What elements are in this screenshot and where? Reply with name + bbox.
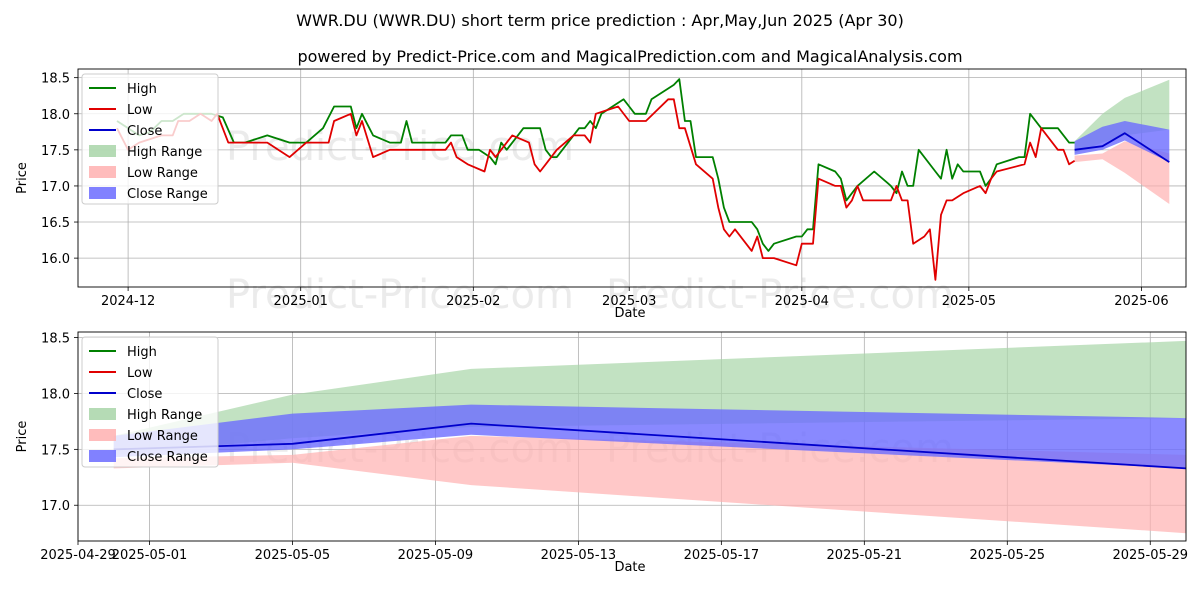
x-tick-label: 2025-04-29 <box>40 548 116 563</box>
legend-close-label: Close <box>127 387 162 402</box>
axes-frame <box>77 331 1187 542</box>
x-tick-label: 2025-05-13 <box>541 548 617 563</box>
chart-title: WWR.DU (WWR.DU) short term price predict… <box>296 11 904 30</box>
x-tick-label: 2025-05-25 <box>970 548 1046 563</box>
x-tick-label: 2025-05-05 <box>255 548 331 563</box>
x-tick-label: 2025-04 <box>775 294 829 309</box>
bottom-panel: Predict-Price.comPredict-Price.com2025-0… <box>15 331 1188 575</box>
legend-low-label: Low <box>127 103 153 118</box>
x-tick-label: 2025-02 <box>446 294 500 309</box>
legend-high-range-label: High Range <box>127 408 202 423</box>
x-tick-label: 2025-05-01 <box>112 548 188 563</box>
legend: High Low Close High Range Low Range Close Ran… <box>81 336 219 468</box>
y-axis-label: Price <box>15 421 30 453</box>
y-tick-label: 18.0 <box>41 387 70 402</box>
legend-low-range-swatch <box>89 429 116 441</box>
legend-high-range-swatch <box>89 145 116 157</box>
x-tick-label: 2025-05-21 <box>827 548 903 563</box>
legend-high-label: High <box>127 345 157 360</box>
x-gridlines <box>78 69 1186 287</box>
x-tick-label: 2025-05-29 <box>1112 548 1188 563</box>
y-tick-label: 17.0 <box>41 180 70 195</box>
high-series-line <box>116 78 1075 252</box>
y-tick-label: 18.0 <box>41 108 70 123</box>
chart-subtitle: powered by Predict-Price.com and Magical… <box>297 47 962 66</box>
legend-close-range-label: Close Range <box>127 187 208 202</box>
x-tick-label: 2025-01 <box>274 294 328 309</box>
close-series-line <box>1074 132 1170 163</box>
x-tick-label: 2025-05 <box>942 294 996 309</box>
y-axis-label: Price <box>15 162 30 194</box>
watermark-text: Predict-Price.com <box>606 272 954 318</box>
axes-frame <box>77 68 1187 288</box>
top-panel: Predict-Price.com Predict-Price.com Predic… <box>15 68 1187 321</box>
low-series-line <box>116 98 1076 281</box>
legend-high-range-swatch <box>89 408 116 420</box>
legend-close-label: Close <box>127 124 162 139</box>
x-tick-label: 2025-03 <box>602 294 656 309</box>
y-tick-label: 16.5 <box>41 216 70 231</box>
x-tick-label: 2025-05-09 <box>398 548 474 563</box>
x-tick-label: 2025-06 <box>1114 294 1168 309</box>
legend-high-range-label: High Range <box>127 145 202 160</box>
legend: High Low Close High Range Low Range Close Ran… <box>81 73 219 205</box>
x-tick-label: 2024-12 <box>101 294 155 309</box>
legend-low-range-swatch <box>89 166 116 178</box>
x-axis-label: Date <box>614 560 645 575</box>
close-range-band <box>1074 121 1170 163</box>
legend-low-range-label: Low Range <box>127 429 198 444</box>
y-tick-label: 18.5 <box>41 332 70 347</box>
x-tick-label: 2025-05-17 <box>684 548 760 563</box>
y-tick-label: 18.5 <box>41 72 70 87</box>
y-tick-label: 17.5 <box>41 144 70 159</box>
legend-high-label: High <box>127 82 157 97</box>
watermark-text: Predict-Price.com <box>226 272 574 318</box>
y-tick-label: 16.0 <box>41 252 70 267</box>
legend-low-range-label: Low Range <box>127 166 198 181</box>
legend-low-label: Low <box>127 366 153 381</box>
legend-close-range-label: Close Range <box>127 450 208 465</box>
legend-close-range-swatch <box>89 187 116 199</box>
y-tick-label: 17.5 <box>41 443 70 458</box>
y-tick-label: 17.0 <box>41 499 70 514</box>
plot-area <box>116 78 1170 281</box>
x-axis-label: Date <box>614 306 645 321</box>
low-range-band <box>1074 141 1170 204</box>
watermark-text: Predict-Price.com <box>226 124 574 170</box>
legend-close-range-swatch <box>89 450 116 462</box>
low-range-band <box>113 435 1186 534</box>
plot-area <box>113 340 1186 534</box>
